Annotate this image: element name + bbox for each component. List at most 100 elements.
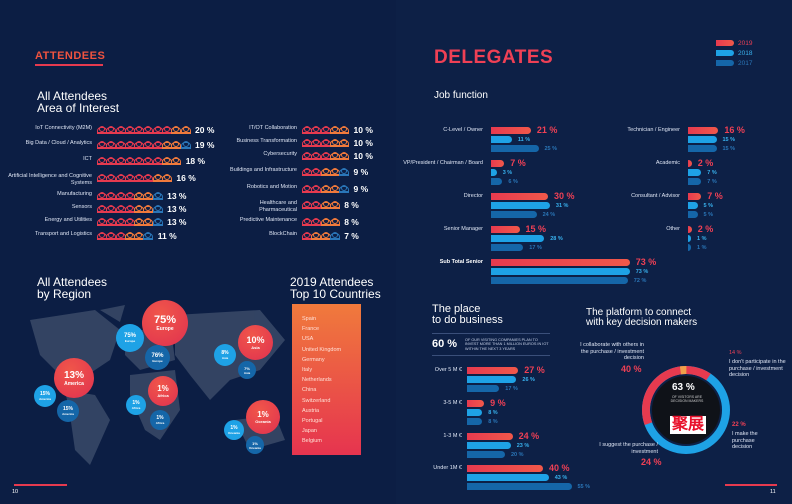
person-icons — [97, 232, 154, 240]
bar-value-2017: 17 % — [505, 385, 518, 392]
interest-value: 10 % — [353, 125, 373, 135]
collaborate-value: 40 % — [621, 364, 642, 374]
person-icon — [115, 174, 126, 182]
person-icon — [329, 201, 340, 209]
bar-value-2018: 43 % — [554, 474, 568, 481]
country-item: Japan — [302, 428, 317, 435]
countries-list: Spain France USA United Kingdom Germany Italy… — [292, 304, 361, 455]
bar-2017 — [467, 418, 483, 425]
person-icon — [143, 218, 154, 226]
bar-2017 — [491, 211, 537, 218]
bar-2017 — [491, 277, 628, 284]
make-label: I make the purchase decision — [732, 431, 758, 450]
bar-value-2018: 73 % — [635, 268, 649, 275]
interest-value: 11 % — [157, 231, 177, 241]
interest-label: Business Transformation — [236, 138, 297, 144]
bubble-asia-2019: 10% Asia — [238, 325, 273, 360]
interest-row: Business Transformation 10 % — [0, 138, 372, 151]
country-item: Austria — [302, 407, 320, 414]
person-icon — [115, 126, 126, 134]
interest-row: Energy and Utilities 13 % — [0, 217, 187, 230]
bar-group-label: 1-3 M € — [443, 433, 462, 439]
interest-row: Buildings and Infrastructure 9 % — [0, 167, 368, 180]
no-part-label: I don't participate in the purchase / in… — [729, 359, 786, 378]
bar-2017 — [467, 385, 500, 392]
country-item: France — [302, 326, 320, 333]
bar-2018 — [688, 169, 702, 176]
person-icon — [115, 157, 126, 165]
bar-2019 — [467, 465, 543, 472]
person-icons — [302, 232, 340, 240]
person-icon — [124, 232, 135, 240]
invest-pct: 60 % — [432, 338, 458, 350]
person-icon — [143, 141, 154, 149]
bar-value-2019: 73 % — [635, 257, 657, 267]
job-function-title: Job function — [434, 90, 488, 101]
bar-value-2018: 23 % — [516, 442, 530, 449]
bar-2017 — [688, 178, 702, 185]
person-icon — [106, 157, 117, 165]
person-icon — [311, 218, 322, 226]
bar-value-2018: 1 % — [697, 235, 707, 242]
person-icon — [329, 218, 340, 226]
person-icon — [302, 168, 312, 176]
interest-row: BlockChain 7 % — [0, 231, 359, 244]
person-icon — [134, 205, 145, 213]
bar-value-2017: 5 % — [703, 211, 713, 218]
interest-row: ICT 18 % — [0, 156, 205, 169]
bar-value-2019: 40 % — [549, 463, 570, 473]
interest-label: Robotics and Motion — [246, 184, 297, 190]
person-icon — [143, 205, 154, 213]
bar-2017 — [467, 483, 572, 490]
bar-group-label: Sub Total Senior — [439, 259, 483, 265]
bar-value-2019: 2 % — [697, 224, 714, 234]
bar-2017 — [491, 244, 524, 251]
bar-2018 — [491, 136, 512, 143]
person-icon — [97, 157, 107, 165]
person-icon — [115, 192, 126, 200]
person-icons — [302, 168, 350, 176]
interest-value: 13 % — [167, 191, 187, 201]
person-icons — [302, 152, 350, 160]
person-icon — [134, 157, 145, 165]
person-icon — [320, 218, 331, 226]
person-icon — [97, 205, 107, 213]
country-item: Belgium — [302, 438, 322, 445]
bar-value-2017: 17 % — [529, 244, 542, 251]
person-icon — [329, 152, 340, 160]
person-icon — [162, 174, 173, 182]
interest-label: IT/OT Collaboration — [249, 125, 297, 131]
person-icon — [143, 232, 154, 240]
person-icon — [320, 139, 331, 147]
bar-2018 — [688, 136, 717, 143]
platform-title-line: with key decision makers — [586, 317, 698, 328]
bar-value-2019: 30 % — [554, 191, 575, 201]
person-icon — [302, 126, 312, 134]
bar-value-2019: 21 % — [536, 125, 558, 135]
person-icons — [302, 139, 350, 147]
person-icon — [320, 152, 331, 160]
page-line — [725, 484, 777, 486]
bar-group-label: Under 1M € — [433, 465, 462, 471]
bar-value-2017: 20 % — [511, 451, 524, 458]
donut-center-label: OF VISITORS ARE DECISION MAKERS — [670, 395, 704, 403]
person-icon — [143, 174, 154, 182]
person-icon — [134, 174, 145, 182]
person-icon — [106, 141, 117, 149]
bar-value-2017: 15 % — [722, 145, 736, 152]
delegates-title: DELEGATES — [434, 47, 554, 68]
interest-value: 19 % — [195, 140, 215, 150]
interest-label: Big Data / Cloud / Analytics — [25, 140, 92, 146]
attendees-title: ATTENDEES — [35, 50, 106, 62]
bar-2019 — [491, 160, 505, 167]
interest-title-line: All Attendees — [37, 89, 108, 103]
interest-label: Manufacturing — [57, 191, 92, 197]
interest-value: 8 % — [344, 217, 359, 227]
person-icon — [302, 185, 312, 193]
bar-2019 — [467, 367, 519, 374]
bubble-america-2019: 13% America — [54, 358, 94, 398]
bar-value-2019: 9 % — [490, 398, 506, 408]
platform-title: The platform to connect with key decision… — [586, 308, 697, 328]
person-icon — [124, 141, 135, 149]
bar-group-label: VP/President / Chairman / Board — [403, 160, 483, 166]
